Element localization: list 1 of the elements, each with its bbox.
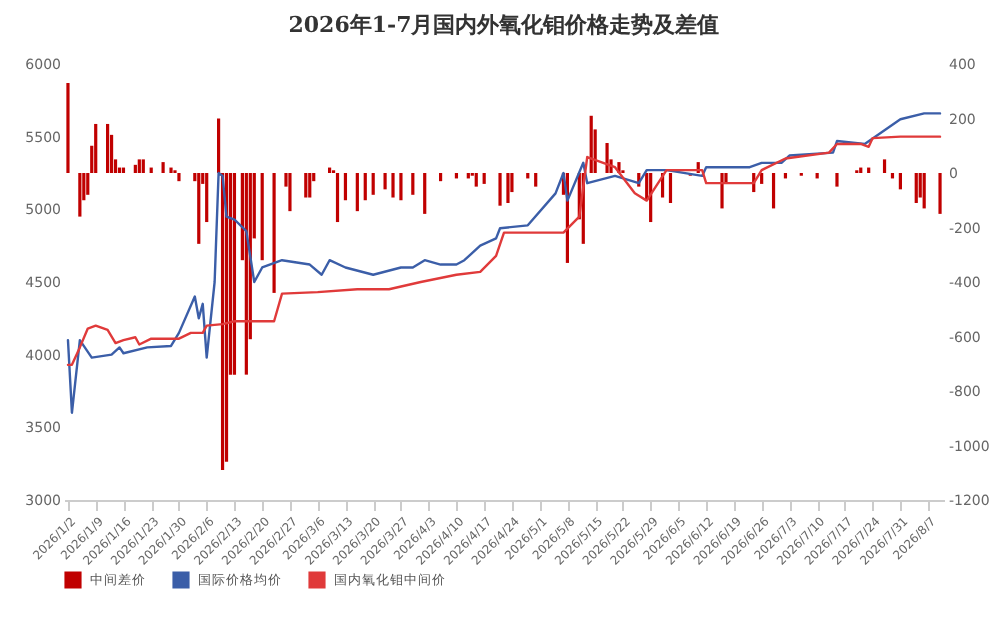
chart-title: 2026年1-7月国内外氧化钼价格走势及差值 <box>288 12 720 38</box>
